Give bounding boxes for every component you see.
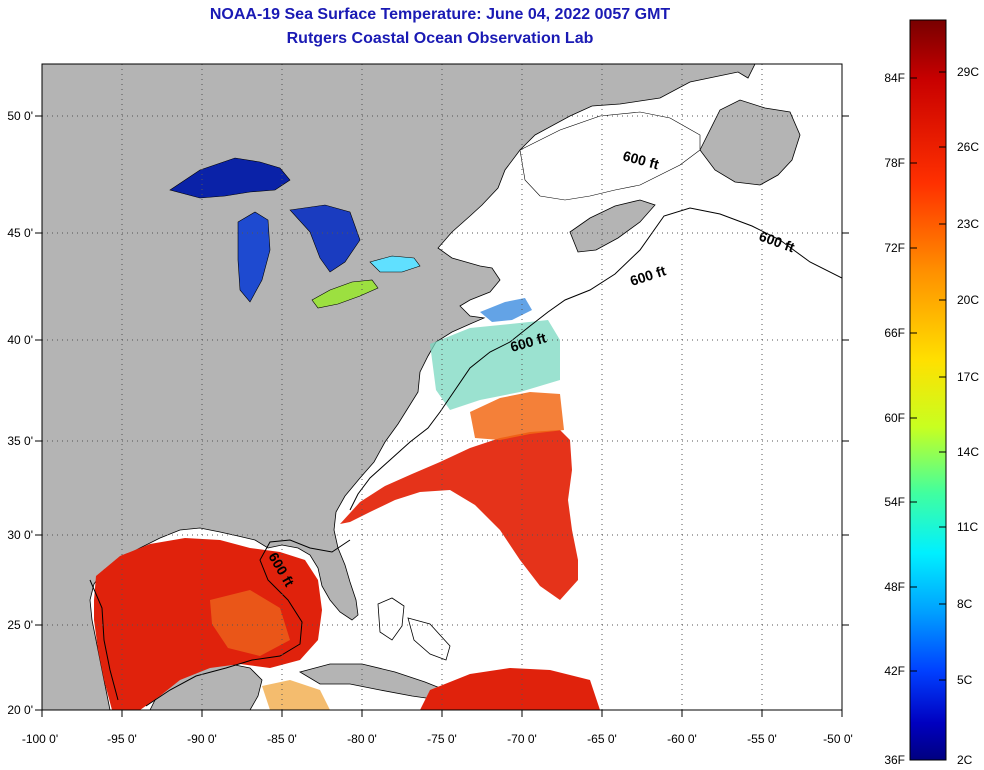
colorbar-c-label: 20C [957, 293, 979, 307]
land-north-america [42, 64, 756, 710]
colorbar-f-ticks [910, 77, 917, 672]
lake-superior [169, 157, 291, 199]
colorbar-f-label: 72F [884, 241, 905, 255]
colorbar-c-labels: 29C 26C 23C 20C 17C 14C 11C 8C 5C 2C [957, 65, 979, 767]
sst-caribbean [420, 668, 600, 710]
sst-gulf-maine [480, 298, 532, 322]
colorbar-f-label: 42F [884, 664, 905, 678]
lake-ontario [369, 255, 421, 273]
colorbar-c-label: 23C [957, 217, 979, 231]
colorbar-c-label: 8C [957, 597, 973, 611]
colorbar [909, 19, 947, 761]
colorbar-c-label: 2C [957, 753, 973, 767]
x-tick-label: -60 0' [667, 732, 697, 746]
y-tick-label: 45 0' [7, 226, 33, 240]
colorbar-c-label: 26C [957, 140, 979, 154]
colorbar-c-label: 29C [957, 65, 979, 79]
colorbar-c-label: 14C [957, 445, 979, 459]
colorbar-f-label: 66F [884, 326, 905, 340]
x-tick-label: -80 0' [347, 732, 377, 746]
x-tick-label: -95 0' [107, 732, 137, 746]
x-tick-label: -55 0' [747, 732, 777, 746]
colorbar-f-label: 60F [884, 411, 905, 425]
x-tick-marks [41, 710, 843, 717]
colorbar-f-label: 54F [884, 495, 905, 509]
colorbar-f-labels: 84F 78F 72F 66F 60F 54F 48F 42F 36F [884, 71, 905, 767]
x-tick-label: -100 0' [22, 732, 58, 746]
colorbar-c-label: 5C [957, 673, 973, 687]
y-tick-label: 20 0' [7, 703, 33, 717]
y-tick-label: 25 0' [7, 618, 33, 632]
colorbar-f-label: 48F [884, 580, 905, 594]
x-tick-label: -75 0' [427, 732, 457, 746]
x-tick-labels: -100 0' -95 0' -90 0' -85 0' -80 0' -75 … [22, 732, 853, 746]
x-tick-label: -90 0' [187, 732, 217, 746]
x-tick-label: -65 0' [587, 732, 617, 746]
x-tick-label: -85 0' [267, 732, 297, 746]
sst-gulf-stream [340, 430, 578, 600]
shelf-st-lawrence [519, 111, 701, 201]
grid-lines [42, 64, 842, 710]
land-newfoundland [699, 99, 801, 186]
colorbar-c-label: 17C [957, 370, 979, 384]
y-tick-marks [35, 115, 849, 711]
y-tick-labels: 50 0' 45 0' 40 0' 35 0' 30 0' 25 0' 20 0… [7, 109, 33, 717]
map-subtitle: Rutgers Coastal Ocean Observation Lab [286, 30, 594, 47]
lake-erie [311, 279, 379, 309]
sst-caribbean-west [262, 680, 330, 710]
sst-gulf-mixed [210, 590, 290, 656]
x-tick-label: -50 0' [823, 732, 853, 746]
contour-600ft [89, 207, 842, 707]
colorbar-f-label: 78F [884, 156, 905, 170]
sst-gulf-of-mexico [94, 538, 322, 710]
colorbar-c-ticks [939, 71, 946, 681]
land-bahamas-bank [407, 617, 451, 661]
y-tick-label: 30 0' [7, 528, 33, 542]
land-bahamas [377, 597, 405, 641]
x-tick-label: -70 0' [507, 732, 537, 746]
sst-sargasso-north [470, 392, 564, 440]
y-tick-label: 35 0' [7, 434, 33, 448]
land-nova-scotia [569, 199, 656, 253]
colorbar-f-label: 36F [884, 753, 905, 767]
lake-michigan [237, 211, 271, 303]
map-title: NOAA-19 Sea Surface Temperature: June 04… [209, 6, 671, 23]
y-tick-label: 50 0' [7, 109, 33, 123]
lake-huron [289, 204, 361, 273]
y-tick-label: 40 0' [7, 333, 33, 347]
colorbar-f-label: 84F [884, 71, 905, 85]
sst-slope-water [430, 320, 560, 410]
colorbar-c-label: 11C [957, 520, 978, 534]
